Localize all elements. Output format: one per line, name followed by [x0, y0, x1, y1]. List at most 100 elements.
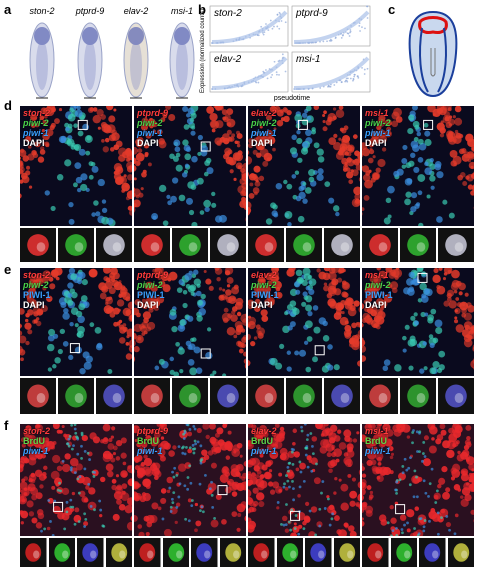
red-signal [440, 429, 447, 436]
stem-cell-signal [183, 124, 190, 130]
red-signal [363, 194, 370, 201]
brdu-signal [199, 444, 203, 448]
stem-cell-signal [417, 190, 423, 196]
red-signal [395, 268, 400, 270]
red-signal [102, 424, 111, 432]
brdu-signal [400, 528, 404, 531]
micrograph [362, 424, 474, 536]
brdu-signal [395, 533, 399, 536]
brdu-signal [288, 485, 291, 489]
red-signal [267, 481, 274, 487]
stem-cell-signal [64, 159, 72, 167]
red-signal [143, 317, 149, 324]
red-signal [30, 114, 38, 122]
red-signal [276, 119, 284, 127]
brdu-signal [314, 533, 318, 536]
red-signal [54, 271, 59, 276]
red-signal [106, 106, 114, 111]
red-signal [112, 452, 116, 456]
red-signal [134, 425, 140, 434]
red-signal [354, 193, 360, 200]
red-signal [241, 187, 246, 197]
red-signal [248, 424, 254, 428]
stem-cell-signal [289, 147, 298, 155]
red-signal [344, 320, 349, 325]
channel-label: piwi-1 [365, 128, 391, 138]
stem-cell-signal [417, 157, 424, 163]
red-signal [34, 122, 40, 128]
red-signal [455, 297, 460, 301]
red-signal [429, 426, 438, 435]
red-signal [452, 429, 456, 434]
inset [362, 538, 389, 567]
red-signal [137, 524, 143, 529]
red-signal [280, 117, 285, 122]
stem-cell-signal [219, 214, 227, 223]
zoom-box [395, 504, 406, 515]
brdu-signal [93, 471, 96, 474]
brdu-signal [293, 527, 297, 530]
red-signal [248, 150, 250, 155]
red-signal [42, 449, 46, 454]
brdu-signal [71, 505, 75, 509]
red-signal [126, 465, 132, 473]
red-signal [313, 477, 321, 485]
brdu-signal [292, 487, 295, 491]
stem-cell-signal [410, 152, 416, 158]
red-signal [226, 284, 231, 288]
stain [174, 27, 190, 45]
red-signal [244, 515, 246, 522]
red-signal [145, 514, 155, 524]
cell-point [352, 77, 355, 80]
stem-cell-signal [78, 271, 86, 280]
cell-point [345, 79, 348, 82]
red-signal [344, 324, 352, 332]
stem-cell-signal [73, 143, 82, 152]
red-signal [471, 325, 474, 331]
red-signal [323, 285, 330, 292]
cell-point [284, 70, 287, 73]
red-signal [177, 463, 187, 472]
red-signal [258, 448, 266, 455]
stem-cell-signal [203, 171, 209, 177]
red-signal [240, 342, 246, 349]
cell-point [358, 22, 361, 25]
red-signal [468, 478, 473, 483]
red-signal [52, 454, 61, 464]
stem-cell-signal [317, 156, 325, 163]
red-signal [113, 144, 120, 151]
stem-cell-signal [81, 279, 88, 286]
stem-cell-signal [76, 332, 82, 338]
red-signal [255, 131, 259, 135]
nucleus [416, 392, 426, 404]
stem-cell-signal [316, 173, 324, 182]
red-signal [298, 524, 303, 529]
red-signal [34, 469, 43, 478]
red-signal [465, 424, 472, 431]
brdu-signal [190, 504, 194, 508]
brdu-signal [185, 424, 189, 427]
stem-cell-signal [195, 290, 202, 297]
red-signal [256, 327, 266, 336]
brdu-signal [311, 444, 314, 448]
brdu-signal [170, 497, 174, 501]
red-signal [85, 485, 90, 490]
red-signal [121, 483, 128, 489]
cell [82, 543, 99, 562]
cell-point [280, 20, 283, 22]
red-signal [448, 115, 453, 119]
brdu-signal [199, 509, 202, 512]
stem-cell-signal [313, 142, 320, 149]
red-signal [103, 125, 112, 134]
red-signal [333, 491, 337, 495]
red-signal [41, 276, 49, 284]
red-signal [311, 436, 318, 442]
red-signal [108, 437, 113, 443]
red-signal [240, 481, 246, 491]
red-signal [445, 521, 452, 528]
nucleus [147, 550, 154, 559]
red-signal [115, 486, 123, 494]
red-signal [214, 268, 223, 275]
red-signal [187, 448, 193, 454]
red-signal [248, 208, 251, 216]
